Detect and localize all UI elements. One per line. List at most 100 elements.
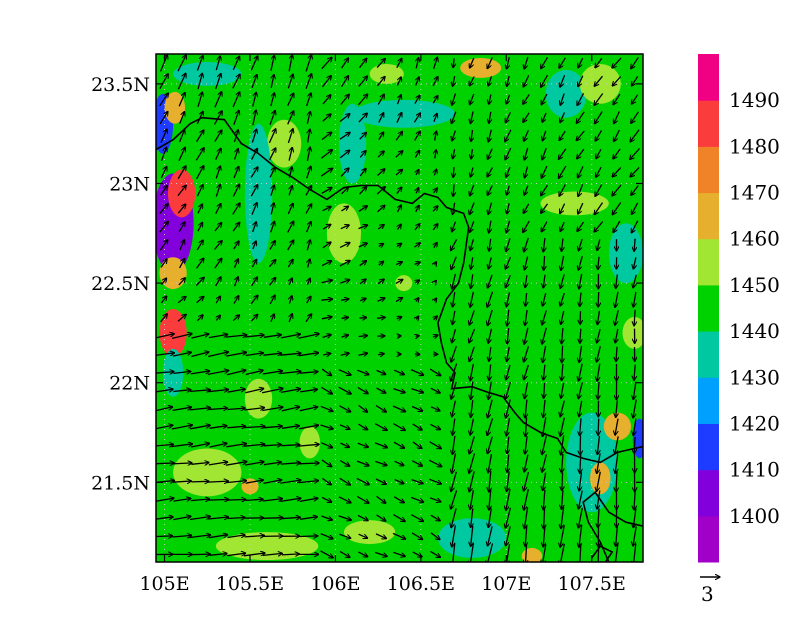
wind-vector-arrow	[263, 480, 281, 485]
colorbar-segment	[698, 54, 719, 101]
wind-vector-arrow	[208, 408, 228, 409]
wind-vector-arrow	[321, 386, 332, 394]
wind-vector-arrow	[214, 241, 223, 250]
wind-vector-arrow	[177, 166, 186, 179]
wind-vector-arrow	[560, 112, 566, 123]
wind-vector-arrow	[616, 525, 618, 546]
wind-vector-arrow	[250, 295, 258, 305]
wind-vector-arrow	[359, 187, 367, 195]
wind-vector-arrow	[415, 280, 419, 283]
wind-vector-arrow	[378, 113, 384, 123]
wind-vector-arrow	[251, 75, 257, 89]
wind-vector-arrow	[524, 489, 529, 510]
wind-vector-arrow	[489, 364, 491, 380]
wind-vector-arrow	[525, 544, 526, 562]
wind-vector-arrow	[615, 310, 619, 325]
wind-vector-arrow	[320, 550, 334, 558]
wind-vector-arrow	[580, 292, 581, 307]
wind-vector-arrow	[189, 517, 210, 521]
wind-vector-arrow	[358, 225, 368, 230]
wind-vector-arrow	[196, 166, 204, 180]
wind-vector-arrow	[471, 257, 473, 269]
wind-vector-arrow	[320, 405, 333, 411]
wind-vector-arrow	[377, 169, 385, 176]
wind-vector-arrow	[359, 132, 367, 140]
wind-vector-arrow	[177, 314, 186, 322]
wind-vector-arrow	[197, 73, 202, 90]
wind-vector-arrow	[376, 387, 386, 393]
wind-vector-arrow	[579, 273, 583, 289]
wind-vector-arrow	[321, 76, 332, 88]
wind-vector-arrow	[340, 94, 349, 105]
wind-vector-arrow	[612, 184, 622, 196]
wind-vector-arrow	[432, 224, 438, 231]
wind-vector-arrow	[289, 296, 292, 304]
wind-vector-arrow	[576, 111, 585, 123]
wind-vector-arrow	[305, 74, 312, 90]
wind-vector-arrow	[597, 453, 601, 473]
wind-vector-arrow	[434, 316, 438, 320]
wind-vector-arrow	[232, 222, 240, 232]
wind-vector-arrow	[377, 317, 385, 318]
wind-vector-arrow	[411, 478, 424, 484]
wind-vector-arrow	[579, 345, 581, 363]
wind-vector-arrow	[414, 131, 421, 141]
wind-vector-arrow	[452, 525, 457, 547]
wind-vector-arrow	[542, 310, 547, 325]
wind-vector-arrow	[562, 472, 563, 491]
wind-vector-arrow	[453, 166, 454, 177]
wind-vector-arrow	[544, 507, 545, 529]
wind-vector-arrow	[616, 274, 618, 288]
wind-vector-arrow	[597, 471, 601, 492]
wind-vector-arrow	[271, 75, 274, 89]
contour-patch	[173, 61, 242, 86]
wind-vector-arrow	[578, 507, 583, 528]
wind-vector-arrow	[543, 274, 545, 288]
wind-vector-arrow	[471, 149, 472, 159]
wind-vector-arrow	[251, 203, 257, 215]
wind-vector-arrow	[612, 167, 622, 177]
wind-vector-arrow	[226, 500, 246, 501]
wind-vector-arrow	[451, 345, 457, 362]
wind-vector-arrow	[177, 297, 186, 304]
wind-vector-arrow	[270, 221, 275, 233]
wind-vector-arrow	[525, 436, 527, 454]
wind-vector-arrow	[471, 274, 473, 288]
wind-vector-arrow	[578, 166, 584, 178]
wind-vector-arrow	[244, 335, 264, 337]
wind-vector-arrow	[227, 518, 246, 519]
wind-vector-arrow	[542, 327, 547, 344]
colorbar-label: 1440	[729, 319, 780, 343]
wind-vector-arrow	[544, 382, 545, 398]
contour-patch	[395, 275, 413, 292]
wind-vector-arrow	[488, 202, 493, 215]
wind-vector-arrow	[289, 167, 292, 178]
wind-vector-arrow	[434, 169, 436, 176]
wind-vector-arrow	[232, 92, 240, 108]
wind-vector-arrow	[633, 257, 636, 269]
colorbar-segment	[698, 423, 719, 471]
wind-vector-arrow	[451, 508, 457, 527]
wind-vector-arrow	[578, 490, 583, 509]
wind-vector-arrow	[340, 353, 349, 355]
wind-vector-arrow	[191, 481, 209, 482]
wind-vector-arrow	[543, 489, 545, 510]
wind-vector-arrow	[471, 129, 473, 142]
wind-vector-arrow	[321, 515, 332, 520]
contour-patch	[167, 169, 196, 218]
wind-vector-arrow	[451, 239, 458, 250]
wind-vector-arrow	[525, 166, 528, 178]
wind-vector-arrow	[196, 297, 204, 304]
wind-vector-arrow	[321, 57, 332, 70]
reference-vector-label: 3	[701, 582, 714, 606]
wind-vector-arrow	[398, 224, 402, 230]
wind-vector-arrow	[215, 166, 220, 179]
wind-vector-arrow	[233, 130, 239, 143]
colorbar: 1400 1410 1420 1430 1440 1450 1460 1470 1480 1490	[698, 54, 780, 563]
wind-vector-arrow	[633, 526, 637, 546]
wind-vector-arrow	[196, 240, 203, 251]
plot-frame	[155, 53, 644, 563]
wind-vector-arrow	[393, 551, 405, 556]
colorbar-label: 1400	[729, 504, 780, 528]
wind-vector-arrow	[356, 460, 369, 466]
